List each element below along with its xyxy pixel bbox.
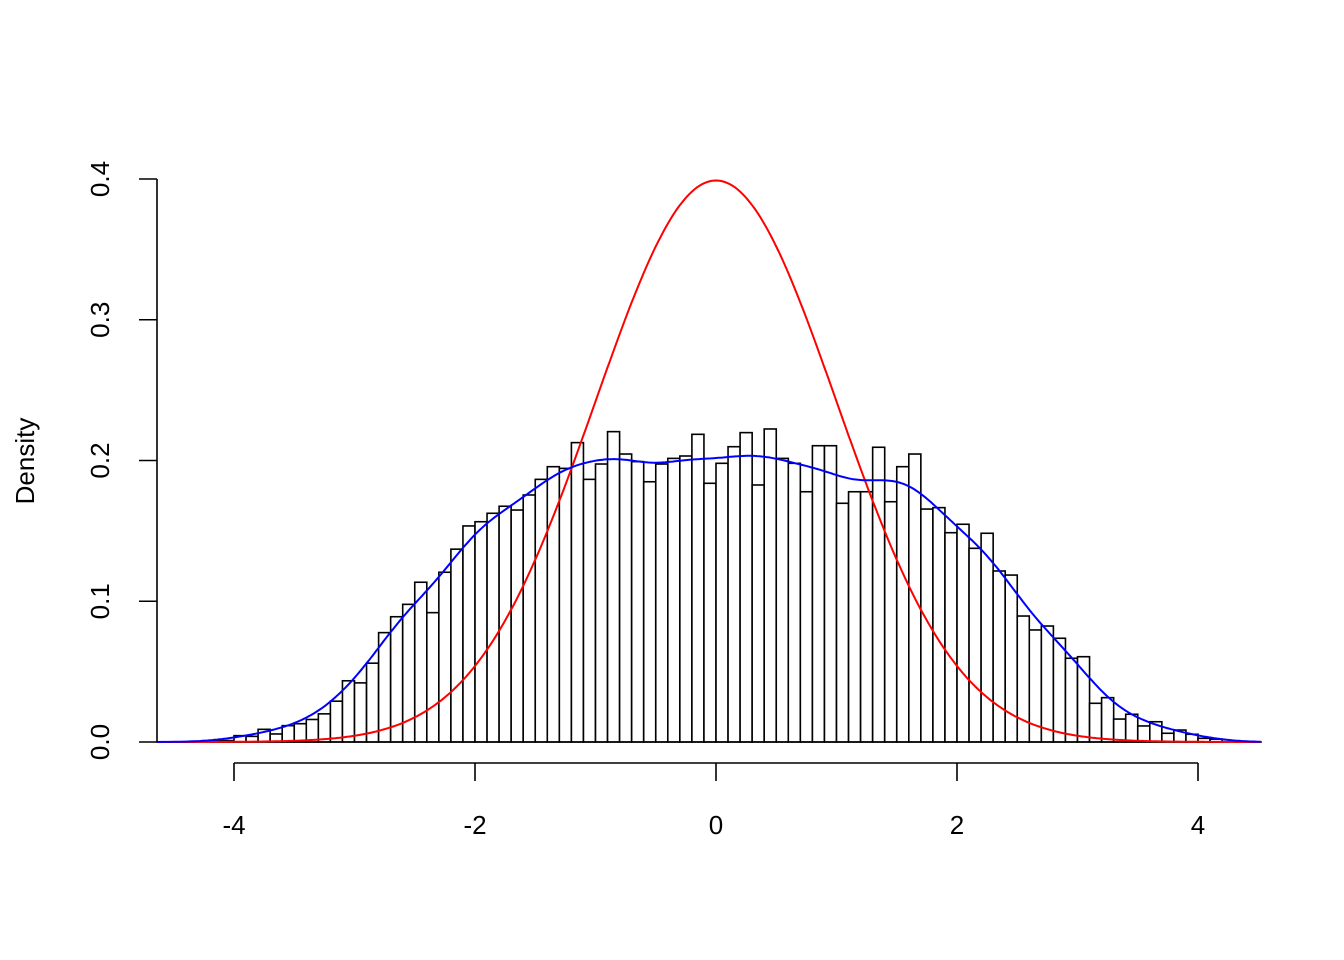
histogram-bar xyxy=(1112,718,1127,743)
histogram-bar xyxy=(317,713,332,743)
histogram-bar xyxy=(594,463,609,743)
histogram-bar xyxy=(630,460,645,743)
histogram-bar xyxy=(1136,725,1151,743)
histogram-bar xyxy=(811,444,826,743)
y-tick-label: 0.4 xyxy=(85,161,115,197)
histogram-bar xyxy=(450,548,464,743)
histogram-bar xyxy=(570,441,585,743)
histogram-bar xyxy=(1052,637,1067,743)
histogram-bar xyxy=(823,444,838,743)
histogram-bar xyxy=(992,570,1007,743)
histogram-bar xyxy=(365,662,380,743)
histogram-bar xyxy=(703,482,717,743)
y-tick-label: 0.0 xyxy=(85,724,115,760)
histogram-bar xyxy=(305,718,320,743)
histogram-bar xyxy=(679,455,693,743)
histogram-bar xyxy=(920,508,934,743)
histogram-bar xyxy=(1124,713,1139,743)
histogram-bar xyxy=(1088,702,1103,743)
histogram-bar xyxy=(932,506,946,743)
y-tick-label: 0.2 xyxy=(85,442,115,478)
y-axis-label: Density xyxy=(10,418,40,505)
histogram-bar xyxy=(799,490,814,743)
x-tick-label: 4 xyxy=(1191,810,1205,840)
histogram-bar xyxy=(775,457,790,743)
histogram-bar xyxy=(715,462,729,743)
histogram-bar xyxy=(787,462,802,743)
histogram-bar xyxy=(1076,655,1091,743)
histogram-bar xyxy=(763,428,778,743)
histogram-bar xyxy=(522,494,537,743)
y-axis: 0.0 0.1 0.2 0.3 0.4 xyxy=(85,161,158,760)
histogram-bar xyxy=(329,700,344,743)
x-tick-label: -4 xyxy=(222,810,245,840)
histogram-bar xyxy=(1040,625,1055,743)
histogram-bar xyxy=(1064,657,1079,743)
histogram-bar xyxy=(642,480,657,743)
histogram-bar xyxy=(895,465,910,743)
histogram-bars xyxy=(156,428,1262,743)
histogram-bar xyxy=(666,457,681,743)
histogram-bar xyxy=(510,509,524,743)
histogram-bar xyxy=(413,581,428,743)
histogram-bar xyxy=(944,531,958,743)
histogram-bar xyxy=(558,467,573,743)
histogram-bar xyxy=(968,547,982,743)
histogram-bar xyxy=(835,502,850,743)
x-tick-label: 2 xyxy=(950,810,964,840)
x-tick-label: 0 xyxy=(709,810,723,840)
histogram-bar xyxy=(618,453,633,743)
histogram-bar xyxy=(582,478,597,743)
histogram-bar xyxy=(377,631,392,743)
histogram-bar xyxy=(847,490,862,743)
x-axis: -4 -2 0 2 4 xyxy=(222,762,1205,840)
histogram-bar xyxy=(281,724,296,743)
histogram-bar xyxy=(980,532,994,743)
histogram-bar xyxy=(691,433,705,743)
normal-density-curve xyxy=(156,179,1261,743)
y-tick-label: 0.1 xyxy=(85,583,115,619)
histogram-bar xyxy=(293,722,308,743)
histogram-bar xyxy=(859,490,874,743)
histogram-bar xyxy=(462,525,476,743)
histogram-bar xyxy=(438,571,452,743)
x-tick-label: -2 xyxy=(463,810,486,840)
histogram-bar xyxy=(956,523,970,743)
histogram-bar xyxy=(486,512,500,743)
histogram-bar xyxy=(727,445,741,743)
histogram-bar xyxy=(425,611,440,743)
histogram-bar xyxy=(606,430,621,743)
histogram-bar xyxy=(534,478,549,743)
histogram-bar xyxy=(739,431,753,743)
histogram-bar xyxy=(871,446,886,743)
histogram-bar xyxy=(1100,696,1115,743)
histogram-bar xyxy=(751,484,766,743)
y-tick-label: 0.3 xyxy=(85,302,115,338)
histogram-bar xyxy=(474,520,488,743)
histogram-bar xyxy=(498,505,512,743)
kernel-density-curve xyxy=(156,454,1261,743)
histogram-bar xyxy=(654,463,669,743)
